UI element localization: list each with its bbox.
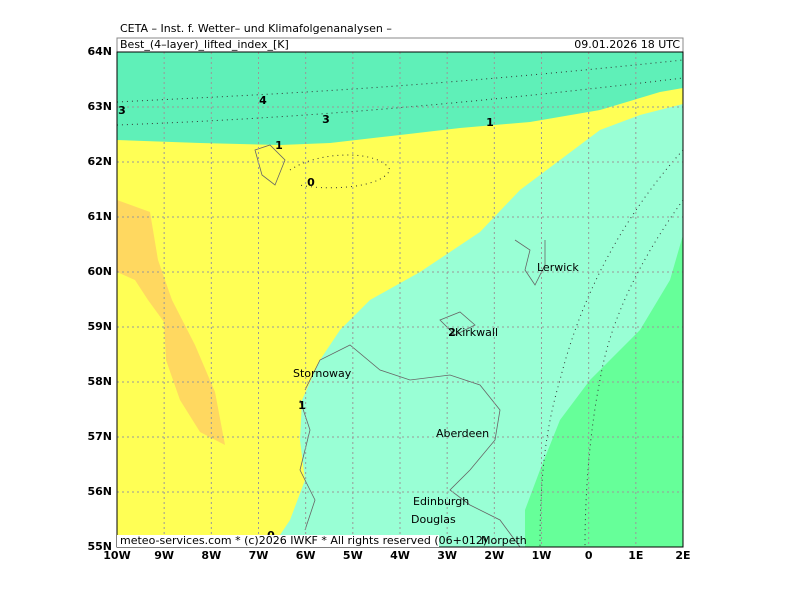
lat-label: 64N	[87, 45, 112, 58]
contour-label: 4	[259, 94, 267, 107]
lon-label: 7W	[249, 549, 269, 562]
place-label: Aberdeen	[436, 427, 489, 440]
field-green	[525, 235, 683, 547]
coastline	[304, 344, 521, 548]
lat-label: 59N	[87, 320, 112, 333]
contour	[584, 199, 684, 548]
contour-label: 3	[322, 113, 330, 126]
contour	[539, 149, 684, 548]
valid-date: 09.01.2026 18 UTC	[574, 38, 680, 51]
place-label: Edinburgh	[413, 495, 469, 508]
coastline	[299, 399, 316, 531]
contour	[289, 154, 391, 189]
place-label: Lerwick	[537, 261, 579, 274]
lat-label: 61N	[87, 210, 112, 223]
lon-label: 5W	[343, 549, 363, 562]
field-title: Best_(4–layer)_lifted_index_[K]	[120, 38, 289, 51]
footer-bg	[117, 535, 439, 547]
coastline	[514, 239, 546, 286]
lon-label: 1W	[532, 549, 552, 562]
lon-label: 10W	[103, 549, 130, 562]
place-label: Stornoway	[293, 367, 352, 380]
field-orange	[117, 200, 225, 445]
map-labels: 10W 9W 8W 7W 6W 5W 4W 3W 2W 1W 0 1E 2E 64N 63N 62N 61N 60…	[87, 45, 690, 562]
map-fields	[116, 52, 684, 548]
lat-label: 63N	[87, 100, 112, 113]
lon-label: 3W	[437, 549, 457, 562]
lat-label: 60N	[87, 265, 112, 278]
lon-label: 8W	[201, 549, 221, 562]
graticule	[117, 52, 683, 547]
coastline	[439, 311, 476, 336]
contour-label: 2	[448, 326, 456, 339]
lon-label: 4W	[390, 549, 410, 562]
lat-label: 55N	[87, 540, 112, 553]
institute-title: CETA – Inst. f. Wetter– und Klimafolgena…	[120, 22, 392, 35]
contour-label: 0	[307, 176, 315, 189]
footer: meteo-services.com * (c)2026 IWKF * All …	[120, 534, 487, 547]
contour-label: 3	[118, 104, 126, 117]
lat-label: 58N	[87, 375, 112, 388]
lon-label: 1E	[628, 549, 643, 562]
lon-label: 0	[585, 549, 593, 562]
place-label: Kirkwall	[455, 326, 498, 339]
contour-label: 1	[298, 399, 306, 412]
lat-label: 57N	[87, 430, 112, 443]
lon-label: 2E	[675, 549, 690, 562]
lon-label: 6W	[296, 549, 316, 562]
lon-label: 9W	[154, 549, 174, 562]
lat-label: 62N	[87, 155, 112, 168]
place-label: Morpeth	[481, 534, 527, 547]
lon-label: 2W	[484, 549, 504, 562]
place-label: Douglas	[411, 513, 456, 526]
coastline	[254, 144, 286, 186]
lat-label: 56N	[87, 485, 112, 498]
contour-label: 1	[275, 139, 283, 152]
contour-label: 1	[486, 116, 494, 129]
